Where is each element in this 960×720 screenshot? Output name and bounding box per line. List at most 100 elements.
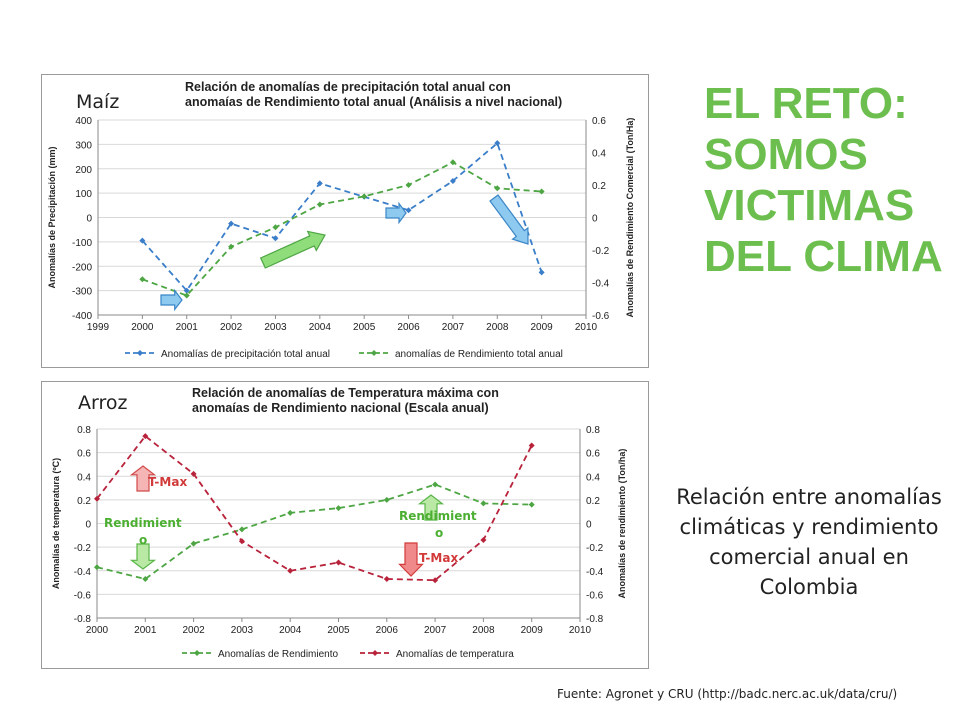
- x-tick-label: 2005: [327, 625, 350, 636]
- data-point: [405, 207, 412, 214]
- y-left-tick-label: 0.6: [77, 449, 91, 460]
- data-point: [449, 177, 456, 184]
- y-right-tick-label: 0.6: [586, 449, 600, 460]
- y-left-axis-title: Anomalías de temperatura (ºC): [51, 458, 61, 589]
- y-right-tick-label: 0.2: [592, 181, 606, 192]
- y-left-tick-label: 300: [75, 140, 92, 151]
- data-point: [94, 495, 100, 502]
- chart-description: Relación entre anomalías climáticas y re…: [676, 485, 942, 599]
- x-tick-label: 2009: [521, 625, 544, 636]
- x-tick-label: 1999: [87, 322, 110, 333]
- headline: EL RETO: SOMOS VICTIMAS DEL CLIMA: [704, 78, 954, 282]
- data-point: [238, 538, 245, 545]
- annotation-rendimiento-1: Rendimient: [104, 516, 182, 530]
- y-right-tick-label: 0.6: [592, 116, 606, 127]
- chart-title-line: anomaías de Rendimiento nacional (Escala…: [192, 401, 489, 415]
- data-point: [190, 470, 197, 477]
- y-left-tick-label: 0: [86, 214, 92, 225]
- data-point: [142, 576, 149, 583]
- data-point: [287, 567, 294, 574]
- trend-arrow-icon: [259, 230, 326, 269]
- x-tick-label: 2009: [531, 322, 554, 333]
- y-left-tick-label: 0.4: [77, 472, 91, 483]
- x-tick-label: 2008: [472, 625, 495, 636]
- legend-marker: [137, 350, 143, 356]
- data-point: [494, 185, 501, 192]
- y-left-tick-label: 100: [75, 189, 92, 200]
- data-point: [142, 433, 149, 440]
- y-right-tick-label: -0.4: [586, 567, 604, 578]
- data-point: [383, 576, 390, 583]
- precipitation-yield-chart: Relación de anomalías de precipitación t…: [47, 80, 635, 360]
- chart-title-line: Relación de anomalías de Temperatura máx…: [192, 386, 499, 400]
- crop-label-maiz: Maíz: [76, 91, 120, 113]
- trend-arrow-icon: [160, 288, 183, 312]
- y-left-tick-label: 200: [75, 165, 92, 176]
- data-point: [538, 188, 545, 195]
- y-right-axis-title: Anomalías de Rendimiento Comercial (Ton/…: [625, 118, 635, 318]
- headline-line-3: VICTIMAS: [704, 181, 915, 230]
- legend-label: Anomalías de temperatura: [396, 649, 514, 660]
- legend-marker: [371, 350, 377, 356]
- y-left-tick-label: -0.6: [74, 590, 92, 601]
- data-point: [480, 537, 487, 544]
- y-right-tick-label: -0.2: [592, 246, 610, 257]
- y-right-tick-label: 0.4: [586, 472, 600, 483]
- data-point: [528, 442, 535, 449]
- x-tick-label: 2004: [279, 625, 302, 636]
- x-tick-label: 2007: [424, 625, 447, 636]
- data-point: [335, 559, 342, 566]
- chart-title-line: anomaías de Rendimiento total anual (Aná…: [185, 95, 562, 109]
- y-left-tick-label: -100: [72, 238, 92, 249]
- x-tick-label: 2000: [86, 625, 109, 636]
- x-tick-label: 2001: [134, 625, 157, 636]
- x-tick-label: 2008: [486, 322, 509, 333]
- x-tick-label: 2002: [182, 625, 205, 636]
- x-tick-label: 2004: [309, 322, 332, 333]
- data-point: [139, 237, 146, 244]
- data-point: [383, 496, 390, 503]
- data-point: [272, 224, 279, 231]
- temperature-yield-chart: Relación de anomalías de Temperatura máx…: [51, 386, 627, 660]
- legend-marker: [372, 650, 378, 656]
- trend-arrow-icon: [417, 494, 445, 521]
- data-point: [316, 180, 323, 187]
- data-point: [183, 287, 190, 294]
- data-point: [405, 182, 412, 188]
- y-left-tick-label: 0.8: [77, 425, 91, 436]
- data-point: [94, 564, 100, 571]
- y-right-tick-label: -0.6: [592, 311, 610, 322]
- legend-label: Anomalías de Rendimiento: [218, 649, 339, 660]
- y-left-tick-label: -300: [72, 287, 92, 298]
- annotation-rendimiento-1-suffix: o: [139, 533, 148, 547]
- data-point: [361, 193, 368, 200]
- x-tick-label: 2006: [376, 625, 399, 636]
- annotation-tmax-1: T-Max: [148, 475, 188, 489]
- annotation-rendimiento-2: Rendimient: [399, 509, 477, 523]
- annotation-tmax-2: T-Max: [419, 551, 459, 565]
- data-point: [494, 140, 501, 147]
- data-point: [480, 500, 487, 507]
- y-left-tick-label: -0.2: [74, 543, 92, 554]
- data-point: [139, 276, 146, 283]
- x-tick-label: 2007: [442, 322, 465, 333]
- data-point: [228, 220, 235, 227]
- data-point: [449, 159, 456, 166]
- y-right-tick-label: 0: [592, 214, 598, 225]
- x-tick-label: 2003: [264, 322, 287, 333]
- data-point: [528, 501, 535, 508]
- data-point: [272, 235, 279, 242]
- y-right-tick-label: -0.4: [592, 279, 610, 290]
- data-point: [287, 509, 294, 516]
- trend-arrow-icon: [129, 465, 157, 492]
- x-tick-label: 2010: [575, 322, 598, 333]
- y-left-tick-label: 0.2: [77, 496, 91, 507]
- x-tick-label: 2005: [353, 322, 376, 333]
- y-right-tick-label: -0.6: [586, 590, 604, 601]
- trend-arrow-icon: [489, 194, 529, 245]
- series-line-0: [141, 141, 543, 293]
- legend-label: anomalías de Rendimiento total anual: [395, 349, 563, 360]
- data-point: [183, 292, 190, 299]
- headline-line-2: SOMOS: [704, 130, 868, 179]
- y-left-tick-label: -0.8: [74, 614, 92, 625]
